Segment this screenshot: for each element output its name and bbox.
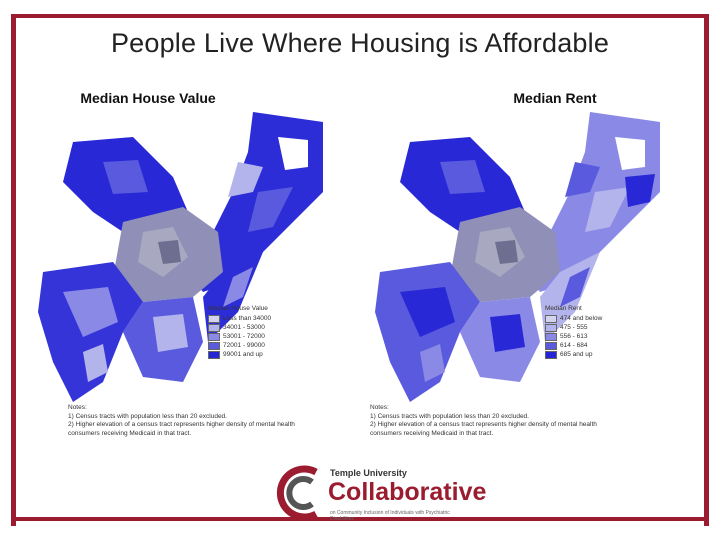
median-rent-map bbox=[375, 112, 660, 402]
note-line: 2) Higher elevation of a census tract re… bbox=[68, 421, 295, 428]
legend-swatch bbox=[208, 341, 220, 350]
legend-label: Less than 34000 bbox=[223, 315, 272, 322]
legend-swatch bbox=[208, 350, 220, 359]
logo-university: Temple University bbox=[330, 468, 407, 478]
legend-label: 99001 and up bbox=[223, 351, 263, 358]
legend-row: 474 and below bbox=[545, 314, 602, 323]
legend-swatch bbox=[545, 323, 557, 332]
legend-swatch bbox=[545, 341, 557, 350]
legend-row: 556 - 613 bbox=[545, 332, 602, 341]
map-panel-median-rent: Median Rent Medi bbox=[360, 82, 690, 454]
notes-median-rent: Notes: 1) Census tracts with population … bbox=[370, 404, 650, 438]
city-map-shape bbox=[38, 112, 323, 402]
legend-swatch bbox=[208, 332, 220, 341]
note-line: consumers receiving Medicaid in that tra… bbox=[68, 429, 192, 437]
frame-bottom bbox=[11, 517, 709, 521]
legend-row: 72001 - 99000 bbox=[208, 341, 271, 350]
note-line: consumers receiving Medicaid in that tra… bbox=[370, 429, 494, 437]
legend-label: 475 - 555 bbox=[560, 324, 588, 331]
frame-left bbox=[11, 14, 16, 526]
notes-house-value: Notes: 1) Census tracts with population … bbox=[68, 404, 348, 438]
note-line: 1) Census tracts with population less th… bbox=[370, 412, 529, 420]
slide-title: People Live Where Housing is Affordable bbox=[110, 28, 610, 58]
legend-label: 614 - 684 bbox=[560, 342, 588, 349]
legend-row: 99001 and up bbox=[208, 350, 271, 359]
legend-swatch bbox=[545, 332, 557, 341]
frame-top bbox=[11, 14, 709, 18]
legend-label: 685 and up bbox=[560, 351, 593, 358]
collaborative-c-icon bbox=[276, 465, 318, 521]
house-value-map bbox=[38, 112, 323, 402]
legend-label: 556 - 613 bbox=[560, 333, 588, 340]
frame-right bbox=[704, 14, 709, 526]
legend-row: 53001 - 72000 bbox=[208, 332, 271, 341]
legend-label: 34001 - 53000 bbox=[223, 324, 265, 331]
legend-row: 34001 - 53000 bbox=[208, 323, 271, 332]
legend-swatch bbox=[545, 350, 557, 359]
map-title-house-value: Median House Value bbox=[80, 90, 216, 106]
notes-title: Notes: bbox=[370, 404, 389, 411]
legend-label: 53001 - 72000 bbox=[223, 333, 265, 340]
legend-label: 474 and below bbox=[560, 315, 603, 322]
legend-row: Less than 34000 bbox=[208, 314, 271, 323]
note-line: 2) Higher elevation of a census tract re… bbox=[370, 421, 597, 428]
legend-swatch bbox=[545, 314, 557, 323]
legend-swatch bbox=[208, 314, 220, 323]
logo-tagline: on Community Inclusion of Individuals wi… bbox=[330, 510, 450, 522]
legend-row: 614 - 684 bbox=[545, 341, 602, 350]
legend-label: 72001 - 99000 bbox=[223, 342, 265, 349]
legend-title: Median House Value bbox=[208, 305, 268, 312]
city-map-shape bbox=[375, 112, 660, 402]
map-title-median-rent: Median Rent bbox=[513, 90, 597, 106]
temple-collaborative-logo: Temple University Collaborative on Commu… bbox=[272, 462, 486, 528]
legend-title: Median Rent bbox=[545, 305, 582, 312]
legend-median-rent: Median Rent 474 and below 475 - 555 556 … bbox=[545, 304, 602, 359]
legend-row: 475 - 555 bbox=[545, 323, 602, 332]
legend-house-value: Median House Value Less than 34000 34001… bbox=[208, 304, 271, 359]
note-line: 1) Census tracts with population less th… bbox=[68, 412, 227, 420]
legend-row: 685 and up bbox=[545, 350, 602, 359]
map-panel-house-value: Median House Value Medi bbox=[23, 82, 353, 454]
notes-title: Notes: bbox=[68, 404, 87, 411]
logo-name: Collaborative bbox=[328, 478, 487, 506]
legend-swatch bbox=[208, 323, 220, 332]
